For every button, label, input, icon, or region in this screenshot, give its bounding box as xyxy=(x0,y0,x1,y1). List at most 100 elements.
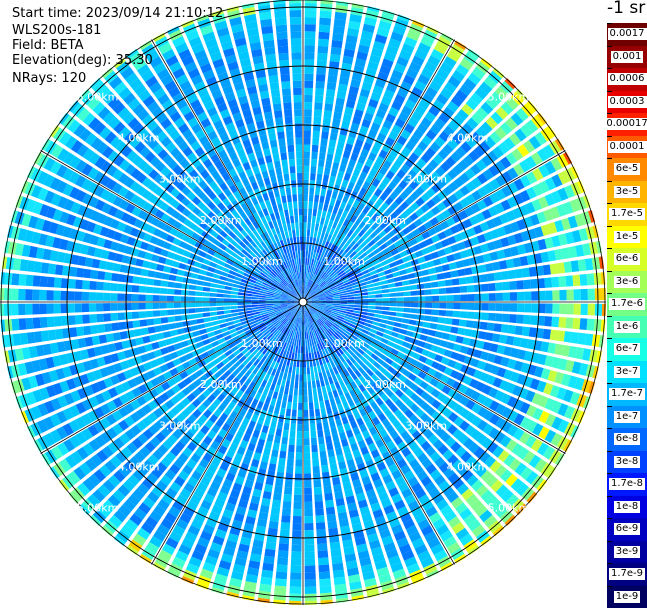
range-gate xyxy=(296,445,302,452)
range-gate xyxy=(459,319,467,326)
range-gate xyxy=(275,385,280,393)
range-gate xyxy=(333,302,340,304)
range-gate xyxy=(404,336,412,343)
range-gate xyxy=(329,420,336,428)
range-gate xyxy=(89,281,97,290)
range-gate xyxy=(482,303,489,311)
range-gate xyxy=(296,452,302,459)
range-gate xyxy=(313,202,318,210)
range-gate xyxy=(276,472,284,480)
range-gate xyxy=(188,291,195,296)
range-gate xyxy=(292,523,301,530)
range-gate xyxy=(225,318,233,323)
range-gate xyxy=(188,303,195,308)
range-gate xyxy=(510,303,517,312)
range-gate xyxy=(223,294,230,298)
range-gate xyxy=(324,486,332,494)
range-gate xyxy=(331,47,342,55)
range-gate xyxy=(307,230,310,237)
range-gate xyxy=(218,280,226,285)
range-gate xyxy=(315,223,319,231)
range-gate xyxy=(160,288,167,294)
range-gate xyxy=(315,188,320,196)
range-gate xyxy=(303,251,305,258)
range-gate xyxy=(304,123,311,130)
range-gate xyxy=(474,312,482,320)
range-gate xyxy=(395,282,403,287)
range-gate xyxy=(271,449,278,457)
range-gate xyxy=(544,316,552,326)
range-gate xyxy=(467,312,475,319)
range-gate xyxy=(156,264,164,271)
range-gate xyxy=(396,312,404,317)
range-gate xyxy=(174,289,181,295)
range-gate xyxy=(347,305,354,307)
range-gate xyxy=(146,311,154,318)
range-gate xyxy=(295,474,302,481)
range-gate xyxy=(460,311,468,318)
range-gate xyxy=(558,276,566,287)
range-gate xyxy=(303,229,306,236)
range-gate xyxy=(110,283,118,291)
range-gate xyxy=(298,403,302,410)
range-gate xyxy=(304,102,312,109)
range-gate xyxy=(304,208,308,215)
range-gate xyxy=(347,294,354,297)
range-gate xyxy=(308,395,312,402)
range-gate xyxy=(388,283,396,288)
range-gate xyxy=(324,218,329,226)
range-gate xyxy=(488,313,496,321)
range-gate xyxy=(82,280,90,289)
range-gate xyxy=(322,472,330,480)
range-gate xyxy=(557,262,565,273)
range-gate xyxy=(335,448,343,456)
range-gate xyxy=(75,303,82,312)
range-gate xyxy=(566,289,573,300)
range-gate xyxy=(410,285,418,290)
range-gate xyxy=(270,514,280,522)
range-gate xyxy=(281,515,290,523)
range-gate xyxy=(337,141,345,149)
range-gate xyxy=(418,296,425,301)
range-gate xyxy=(334,155,341,163)
range-gate xyxy=(319,579,331,587)
range-gate xyxy=(314,487,322,495)
range-gate xyxy=(4,304,11,316)
range-gate xyxy=(443,325,451,332)
range-gate xyxy=(337,403,344,411)
range-gate xyxy=(267,390,273,398)
range-gate xyxy=(275,579,287,587)
range-gate xyxy=(337,454,345,462)
range-gate xyxy=(296,367,299,374)
range-gate xyxy=(18,289,25,300)
range-gate xyxy=(308,208,312,215)
range-gate xyxy=(202,307,209,311)
range-gate xyxy=(262,171,269,179)
range-gate xyxy=(209,303,216,307)
range-gate xyxy=(471,266,479,274)
range-gate xyxy=(310,230,314,237)
range-gate xyxy=(327,514,337,522)
range-gate xyxy=(225,282,233,287)
range-gate xyxy=(198,324,206,330)
range-gate xyxy=(304,516,313,523)
range-gate xyxy=(308,215,312,222)
range-gate xyxy=(325,197,331,205)
range-gate xyxy=(453,286,461,293)
range-gate xyxy=(481,284,489,292)
range-gate xyxy=(304,109,312,116)
range-gate xyxy=(273,442,280,450)
range-gate xyxy=(330,54,341,62)
range-gate xyxy=(167,289,174,295)
range-gate xyxy=(315,95,324,103)
range-gate xyxy=(337,193,344,201)
range-gate xyxy=(379,276,387,281)
range-gate xyxy=(40,276,48,287)
range-gate xyxy=(32,289,39,300)
range-gate xyxy=(335,148,343,156)
range-gate xyxy=(421,269,429,276)
range-gate xyxy=(145,295,152,301)
range-gate xyxy=(161,317,169,323)
range-gate xyxy=(290,565,301,572)
range-gate xyxy=(293,502,301,509)
